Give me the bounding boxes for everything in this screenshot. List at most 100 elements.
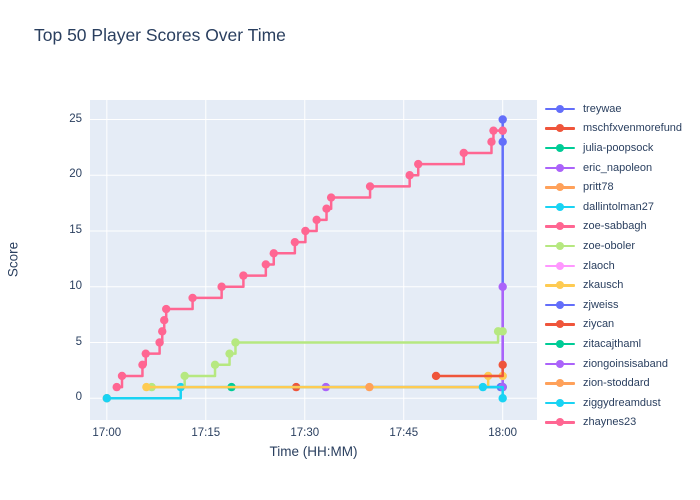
data-point[interactable]: [431, 371, 441, 381]
data-point[interactable]: [498, 126, 507, 135]
legend-item-zitacajthaml[interactable]: zitacajthaml: [545, 334, 695, 354]
y-tick-label: 25: [69, 112, 82, 125]
data-point[interactable]: [269, 249, 278, 258]
legend-swatch-icon: [545, 416, 575, 428]
legend-label: treywae: [583, 102, 622, 115]
legend-swatch-icon: [545, 318, 575, 330]
legend-label: zitacajthaml: [583, 337, 642, 350]
legend-label: zoe-oboler: [583, 239, 635, 252]
legend-swatch-icon: [545, 103, 575, 115]
data-point[interactable]: [239, 271, 248, 280]
legend-label: ziggydreamdust: [583, 396, 661, 409]
plot-area[interactable]: [90, 100, 537, 420]
legend-item-treywae[interactable]: treywae: [545, 99, 695, 119]
data-point[interactable]: [155, 338, 164, 347]
data-point[interactable]: [326, 193, 336, 202]
x-tick-label: 17:00: [92, 427, 122, 439]
data-point[interactable]: [489, 126, 498, 135]
data-point[interactable]: [141, 349, 150, 358]
data-point[interactable]: [138, 360, 147, 370]
legend-item-dallintolman27[interactable]: dallintolman27: [545, 197, 695, 217]
legend-item-ziycan[interactable]: ziycan: [545, 315, 695, 335]
data-point[interactable]: [322, 204, 331, 213]
data-point[interactable]: [478, 382, 488, 392]
data-point[interactable]: [365, 382, 374, 392]
data-point[interactable]: [225, 349, 234, 358]
data-point[interactable]: [414, 159, 423, 169]
data-point[interactable]: [142, 382, 151, 392]
legend-item-zoe-oboler[interactable]: zoe-oboler: [545, 236, 695, 256]
series-ziycan: [431, 360, 507, 381]
data-point[interactable]: [290, 237, 300, 247]
data-point[interactable]: [231, 338, 240, 347]
legend-swatch-icon: [545, 240, 575, 252]
data-point[interactable]: [112, 382, 121, 392]
legend-swatch-icon: [545, 181, 575, 193]
data-point[interactable]: [261, 260, 271, 269]
legend-item-julia-poopsock[interactable]: julia-poopsock: [545, 138, 695, 158]
legend-label: zlaoch: [583, 259, 615, 272]
x-axis-title: Time (HH:MM): [269, 444, 358, 459]
data-point[interactable]: [312, 215, 321, 225]
data-point[interactable]: [498, 360, 507, 370]
legend-item-ziongoinsisaband[interactable]: ziongoinsisaband: [545, 354, 695, 374]
data-point[interactable]: [498, 394, 507, 403]
data-point[interactable]: [217, 282, 226, 291]
legend-item-zlaoch[interactable]: zlaoch: [545, 256, 695, 276]
y-tick-label: 15: [69, 224, 82, 236]
legend-item-zoe-sabbagh[interactable]: zoe-sabbagh: [545, 217, 695, 237]
y-tick-label: 20: [69, 168, 82, 181]
x-tick-label: 17:15: [191, 427, 221, 439]
legend-swatch-icon: [545, 279, 575, 291]
x-tick-label: 17:30: [290, 427, 320, 439]
data-point[interactable]: [162, 304, 171, 314]
legend-label: zoe-sabbagh: [583, 220, 647, 233]
data-point[interactable]: [301, 226, 310, 236]
legend-item-mschfxvenmorefund[interactable]: mschfxvenmorefund: [545, 119, 695, 139]
legend-label: pritt78: [583, 181, 614, 194]
legend-swatch-icon: [545, 142, 575, 154]
legend-label: mschfxvenmorefund: [583, 122, 683, 135]
data-point[interactable]: [102, 394, 112, 403]
legend-label: ziycan: [583, 318, 615, 331]
legend-swatch-icon: [545, 377, 575, 389]
legend-item-pritt78[interactable]: pritt78: [545, 177, 695, 197]
y-axis-title: Score: [5, 241, 21, 278]
legend-item-zkausch[interactable]: zkausch: [545, 275, 695, 295]
legend-item-ziggydreamdust[interactable]: ziggydreamdust: [545, 393, 695, 413]
legend-label: zion-stoddard: [583, 377, 650, 390]
legend-item-zion-stoddard[interactable]: zion-stoddard: [545, 373, 695, 393]
data-point[interactable]: [180, 371, 189, 381]
data-point[interactable]: [188, 293, 197, 303]
legend-label: ziongoinsisaband: [583, 357, 669, 370]
data-point[interactable]: [210, 360, 220, 370]
legend-label: zkausch: [583, 279, 624, 292]
data-point[interactable]: [487, 137, 496, 147]
data-point[interactable]: [498, 282, 507, 291]
legend-item-eric_napoleon[interactable]: eric_napoleon: [545, 158, 695, 178]
data-point[interactable]: [498, 327, 507, 336]
series-zjweiss: [498, 137, 507, 147]
series-zoe-oboler: [147, 327, 507, 392]
legend-swatch-icon: [545, 397, 575, 409]
legend-swatch-icon: [545, 299, 575, 311]
legend-item-zhaynes23[interactable]: zhaynes23: [545, 413, 695, 430]
y-tick-label: 10: [69, 279, 82, 292]
data-point[interactable]: [498, 137, 507, 147]
legend-label: zhaynes23: [583, 416, 637, 429]
legend-label: dallintolman27: [583, 200, 654, 213]
legend-label: eric_napoleon: [583, 161, 653, 174]
data-point[interactable]: [158, 327, 167, 336]
data-point[interactable]: [459, 148, 468, 158]
data-point[interactable]: [405, 171, 414, 180]
data-point[interactable]: [117, 371, 127, 381]
y-tick-label: 0: [75, 391, 82, 404]
data-point[interactable]: [365, 182, 375, 191]
data-point[interactable]: [160, 316, 169, 325]
data-point[interactable]: [498, 115, 507, 124]
legend-item-zjweiss[interactable]: zjweiss: [545, 295, 695, 315]
legend-swatch-icon: [545, 260, 575, 272]
x-tick-label: 17:45: [389, 427, 419, 439]
series-zhaynes23: [498, 126, 507, 135]
